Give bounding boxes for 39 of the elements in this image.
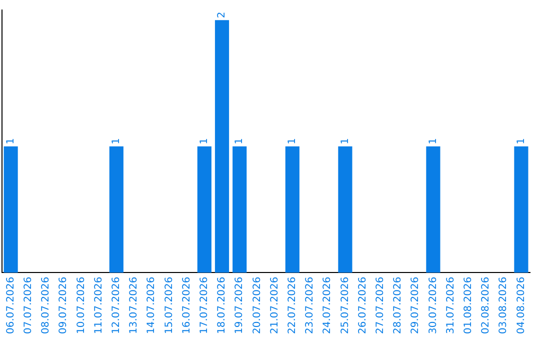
x-tick-label: 26.07.2026 [357,276,368,334]
data-label: 1 [110,138,122,144]
x-tick-label: 25.07.2026 [340,276,351,334]
x-tick-label: 04.08.2026 [516,276,527,334]
x-tick-label: 10.07.2026 [76,276,87,334]
x-tick-label: 09.07.2026 [58,276,70,334]
x-tick-label: 31.07.2026 [445,276,456,334]
data-label: 1 [516,138,527,144]
x-tick-label: 19.07.2026 [234,276,246,334]
data-label: 1 [198,138,210,144]
x-tick-label: 20.07.2026 [252,276,263,334]
x-tick-label: 15.07.2026 [164,276,175,334]
data-label: 1 [428,138,439,144]
x-tick-label: 24.07.2026 [322,276,334,334]
x-tick-label: 23.07.2026 [304,276,316,334]
x-tick-label: 17.07.2026 [198,276,210,334]
x-tick-label: 06.07.2026 [5,276,16,334]
x-tick-label: 18.07.2026 [216,276,228,334]
x-tick-label: 16.07.2026 [181,276,192,334]
data-label: 2 [216,12,228,18]
x-tick-label: 29.07.2026 [410,276,422,334]
data-label: 1 [340,138,351,144]
x-tick-label: 12.07.2026 [110,276,122,334]
x-tick-label: 30.07.2026 [428,276,439,334]
x-tick-label: 03.08.2026 [498,276,510,334]
x-tick-label: 02.08.2026 [480,276,492,334]
data-label: 1 [286,138,298,144]
x-tick-label: 21.07.2026 [269,276,280,334]
x-tick-label: 07.07.2026 [22,276,34,334]
x-tick-label: 27.07.2026 [374,276,386,334]
x-tick-label: 22.07.2026 [286,276,298,334]
data-label: 1 [5,138,16,144]
x-tick-label: 28.07.2026 [392,276,404,334]
x-tick-label: 11.07.2026 [93,276,104,334]
data-label: 1 [234,138,246,144]
x-tick-label: 08.07.2026 [40,276,52,334]
x-tick-label: 14.07.2026 [146,276,158,334]
x-tick-label: 01.08.2026 [462,276,474,334]
x-tick-label: 13.07.2026 [128,276,140,334]
